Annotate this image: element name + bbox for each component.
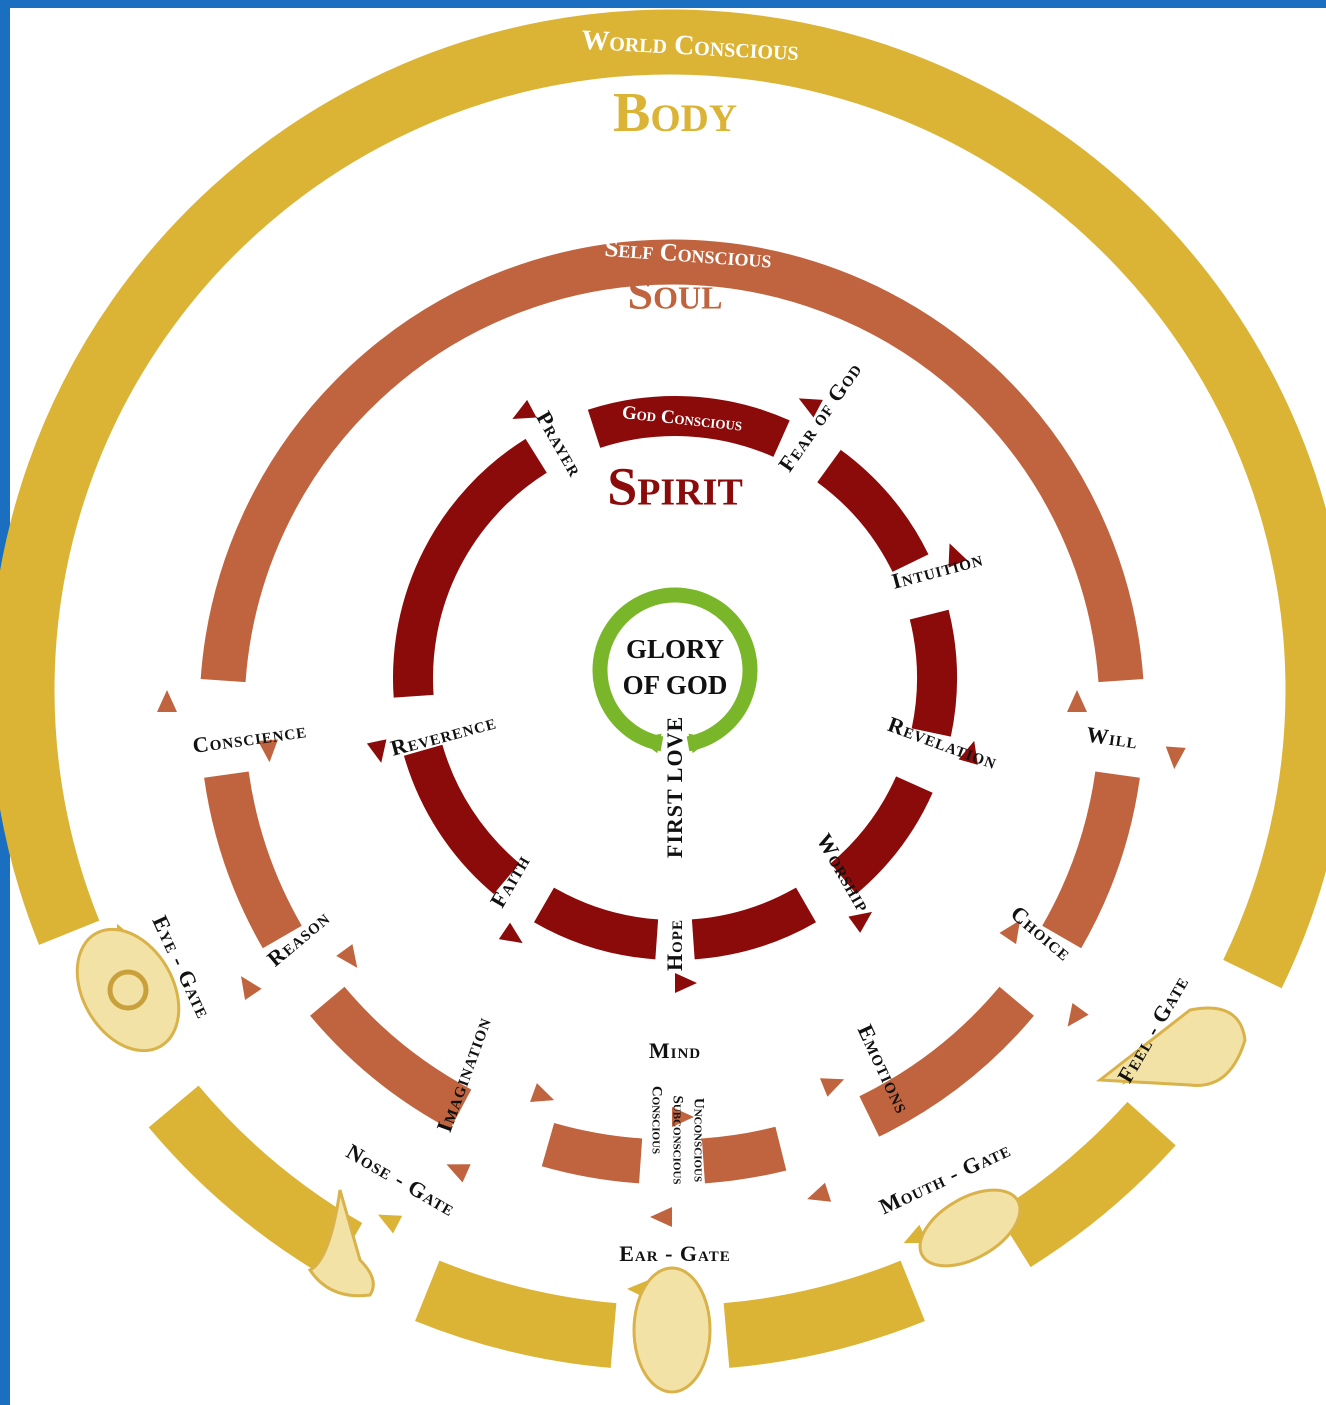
arrow-head (1166, 747, 1186, 770)
arrow-head (807, 1183, 831, 1202)
soul-ring-segment (1062, 775, 1118, 937)
mind-part: Unconscious (691, 1098, 707, 1182)
gate-label: Nose - Gate (342, 1139, 460, 1222)
mind-part: Conscious (649, 1086, 665, 1154)
arrow-head (848, 912, 872, 933)
arrow-head (241, 976, 262, 1000)
center-label: of God (623, 670, 728, 700)
arrow-head (336, 944, 357, 968)
arrow-head (1068, 1003, 1089, 1027)
arrow-head (650, 1207, 672, 1227)
spirit-faculty: Hope (662, 919, 687, 971)
spirit-ring-segment (693, 905, 806, 939)
spirit-label: Spirit (607, 456, 743, 516)
arrow-head (1067, 690, 1087, 712)
arrow-head (447, 1164, 471, 1182)
arrow-head (675, 973, 697, 993)
soul-faculty: Conscience (191, 717, 308, 758)
soul-faculty: Will (1085, 722, 1140, 754)
arrow-head (530, 1083, 554, 1102)
center-sublabel: First Love (662, 716, 687, 858)
spirit-ring-segment (829, 466, 910, 563)
arrow-head (378, 1215, 402, 1234)
gate-label: Ear - Gate (619, 1241, 731, 1266)
spirit-ring-segment (423, 750, 506, 878)
mind-part: Subconscious (670, 1095, 686, 1184)
body-label: Body (613, 82, 737, 144)
soul-label: Soul (628, 268, 723, 319)
center-label: Glory (626, 634, 724, 664)
top-border (0, 0, 1326, 8)
soul-ring-segment (327, 1001, 460, 1109)
soul-ring-segment (703, 1149, 780, 1161)
body-ring-segment (174, 1107, 346, 1252)
arrow-head (512, 400, 536, 419)
spirit-faculty: Fear of God (773, 357, 867, 476)
spirit-ring-segment (929, 615, 937, 733)
ear-icon (634, 1268, 710, 1392)
diagram: World Conscious Body Self Conscious Soul… (0, 0, 1326, 1405)
arrow-head (499, 923, 523, 944)
arrow-head (820, 1078, 844, 1097)
arrow-head (157, 690, 177, 712)
body-ring-segment (726, 1291, 912, 1336)
spirit-ring-segment (544, 905, 657, 939)
page: {"body": {"label": "Body", "subtitle": "… (0, 0, 1326, 1405)
body-ring-segment (1013, 1124, 1151, 1240)
arrow-head (367, 739, 387, 763)
soul-ring-segment (226, 775, 282, 937)
soul-faculty: Mind (649, 1038, 701, 1063)
soul-ring-segment (548, 1145, 641, 1161)
spirit-ring-segment (413, 456, 536, 696)
body-ring-segment (427, 1291, 613, 1336)
